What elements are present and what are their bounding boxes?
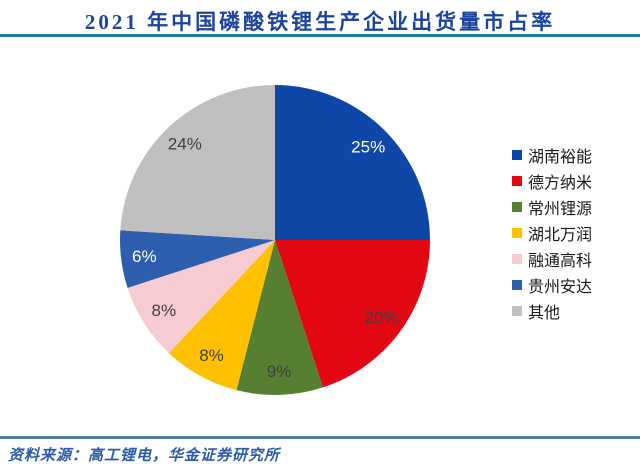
legend-item-label: 湖北万润 bbox=[528, 227, 593, 244]
chart-footer: 资料来源：高工锂电，华金证券研究所 bbox=[0, 436, 640, 465]
legend-item-6: 其他 bbox=[512, 298, 592, 324]
pie-slice-6 bbox=[120, 85, 275, 240]
legend-swatch-icon bbox=[512, 306, 522, 316]
chart-header: 2021 年中国磷酸铁锂生产企业出货量市占率 bbox=[0, 0, 640, 35]
legend-item-label: 融通高科 bbox=[528, 253, 593, 270]
pie-slice-value-label: 8% bbox=[152, 301, 177, 320]
pie-slice-value-label: 9% bbox=[267, 362, 292, 381]
pie-slice-0 bbox=[275, 85, 430, 240]
pie-slice-2 bbox=[236, 240, 323, 395]
pie-slice-1 bbox=[275, 240, 430, 388]
chart-title: 2021 年中国磷酸铁锂生产企业出货量市占率 bbox=[84, 10, 556, 34]
header-divider bbox=[0, 34, 640, 37]
legend-item-label: 常州锂源 bbox=[528, 201, 593, 218]
pie-slice-value-label: 8% bbox=[199, 346, 224, 365]
legend-item-label: 湖南裕能 bbox=[528, 149, 593, 166]
legend-item-label: 其他 bbox=[528, 305, 561, 322]
legend-swatch-icon bbox=[512, 176, 522, 186]
pie-chart-area: 25% 20% 9% 8% 8% 6% 24% 湖南裕能德方纳米常州锂源湖北万润融通高科贵州… bbox=[0, 38, 640, 436]
legend-swatch-icon bbox=[512, 280, 522, 290]
pie-slice-value-label: 6% bbox=[132, 247, 157, 266]
pie-slice-4 bbox=[127, 240, 275, 353]
legend-swatch-icon bbox=[512, 150, 522, 160]
footer-divider bbox=[0, 436, 640, 439]
legend-swatch-icon bbox=[512, 202, 522, 212]
pie-chart: 25% 20% 9% 8% 8% 6% 24% bbox=[120, 85, 430, 395]
legend-item-5: 贵州安达 bbox=[512, 272, 592, 298]
pie-slice-value-label: 20% bbox=[365, 308, 399, 327]
legend-item-4: 融通高科 bbox=[512, 246, 592, 272]
source-note: 资料来源：高工锂电，华金证券研究所 bbox=[8, 448, 281, 464]
legend-swatch-icon bbox=[512, 254, 522, 264]
legend-item-label: 贵州安达 bbox=[528, 279, 593, 296]
pie-slice-value-label: 24% bbox=[168, 135, 202, 154]
legend-item-0: 湖南裕能 bbox=[512, 142, 592, 168]
pie-slice-3 bbox=[168, 240, 275, 391]
chart-legend: 湖南裕能德方纳米常州锂源湖北万润融通高科贵州安达其他 bbox=[512, 142, 592, 324]
legend-swatch-icon bbox=[512, 228, 522, 238]
pie-slice-5 bbox=[120, 230, 275, 288]
legend-item-label: 德方纳米 bbox=[528, 175, 593, 192]
pie-slice-value-label: 25% bbox=[351, 137, 385, 156]
legend-item-3: 湖北万润 bbox=[512, 220, 592, 246]
legend-item-2: 常州锂源 bbox=[512, 194, 592, 220]
legend-item-1: 德方纳米 bbox=[512, 168, 592, 194]
